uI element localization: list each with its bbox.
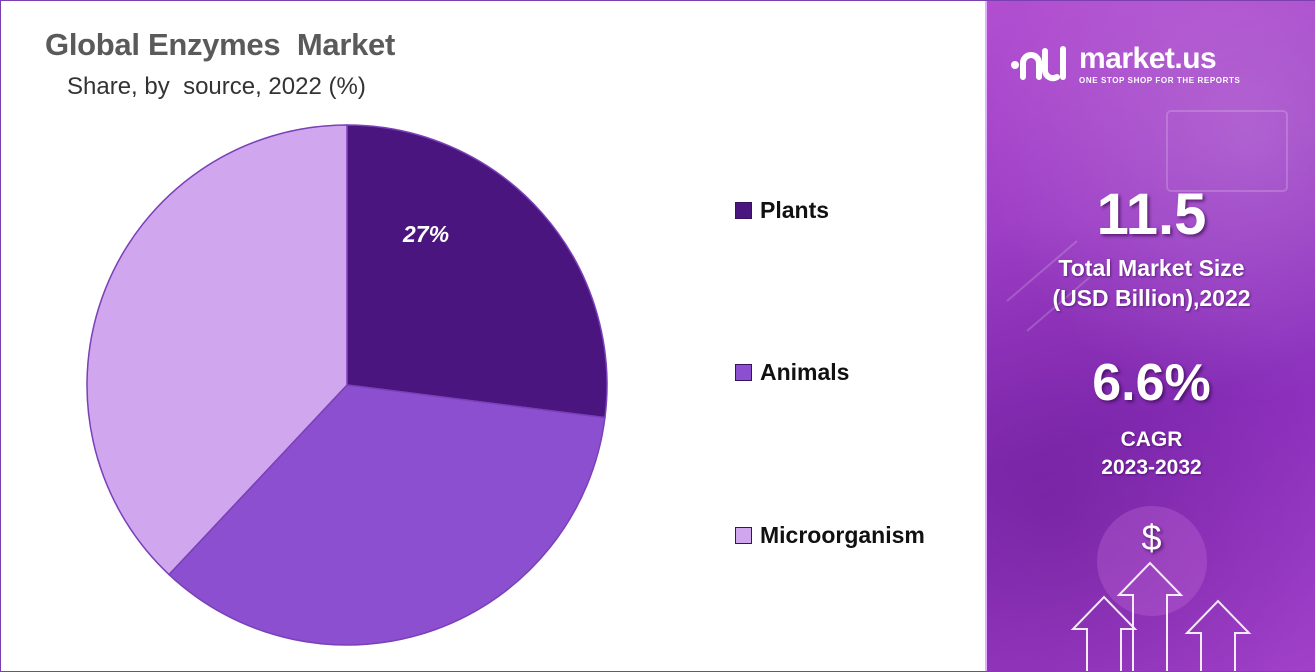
market-size-label-line1: Total Market Size [1058, 255, 1245, 281]
brand-logo: market.us ONE STOP SHOP FOR THE REPORTS [1009, 41, 1240, 87]
dollar-icon: $ [1141, 517, 1162, 558]
cagr-value: 6.6% [1092, 354, 1211, 412]
background-decoration [1006, 110, 1288, 671]
chart-title: Global Enzymes Market [45, 27, 396, 62]
data-label-plants: 27% [402, 221, 449, 247]
chart-area: Global Enzymes Market Share, by source, … [1, 1, 985, 669]
brand-name: market.us [1079, 41, 1217, 75]
pie-chart: 27% [86, 124, 608, 646]
pie-slice-microorganism [86, 124, 348, 576]
pie-slice-animals [167, 384, 606, 646]
legend-swatch-animals [735, 364, 752, 381]
legend-swatch-plants [735, 202, 752, 219]
market-size-value: 11.5 [1096, 182, 1207, 247]
legend-label-microorganism: Microorganism [760, 522, 925, 548]
legend-swatch-microorganism [735, 527, 752, 544]
cagr-period: 2023-2032 [1101, 456, 1202, 479]
legend-label-animals: Animals [760, 359, 850, 385]
market-size-label-line2: (USD Billion),2022 [1052, 285, 1251, 311]
legend-item-microorganism: Microorganism [735, 522, 925, 549]
market-us-logo-icon [1011, 46, 1066, 82]
brand-tagline: ONE STOP SHOP FOR THE REPORTS [1079, 75, 1241, 85]
legend-item-plants: Plants [735, 197, 829, 224]
legend-label-plants: Plants [760, 197, 830, 223]
pie-slice-plants [346, 124, 608, 419]
market-summary-panel: market.us ONE STOP SHOP FOR THE REPORTS … [985, 1, 1315, 671]
arrow-up-icon [1070, 561, 1252, 671]
legend-item-animals: Animals [735, 359, 849, 386]
chart-subtitle: Share, by source, 2022 (%) [67, 73, 366, 100]
cagr-label: CAGR [1120, 428, 1183, 451]
